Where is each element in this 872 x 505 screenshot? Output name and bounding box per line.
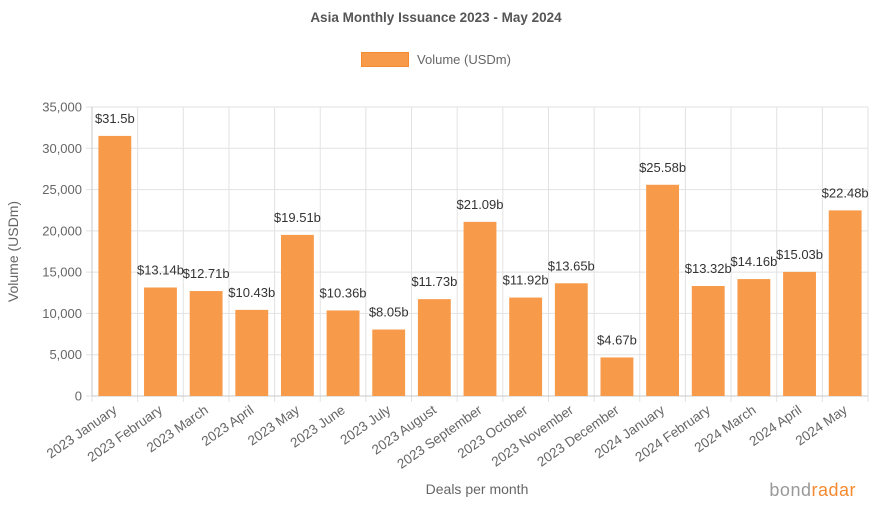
- bar[interactable]: [783, 271, 816, 396]
- bar[interactable]: [280, 234, 314, 396]
- bar-value-label: $12.71b: [183, 266, 230, 281]
- bar[interactable]: [98, 135, 132, 396]
- bar-value-label: $11.92b: [503, 273, 549, 288]
- bar-value-label: $13.32b: [685, 261, 732, 276]
- logo-text-radar: radar: [811, 480, 856, 500]
- logo-text-bond: bond: [769, 480, 812, 500]
- y-tick-label: 15,000: [42, 265, 82, 280]
- y-tick-label: 35,000: [42, 100, 82, 115]
- y-tick-label: 30,000: [42, 141, 82, 156]
- y-tick-label: 20,000: [42, 223, 82, 238]
- bar-value-label: $8.05b: [369, 305, 409, 320]
- bar[interactable]: [463, 221, 497, 396]
- bar-value-label: $11.73b: [411, 274, 457, 289]
- legend-label: Volume (USDm): [417, 52, 511, 67]
- bar[interactable]: [737, 279, 771, 396]
- bar[interactable]: [326, 310, 360, 396]
- bar[interactable]: [189, 291, 223, 396]
- y-tick-label: 5,000: [49, 347, 82, 362]
- bar[interactable]: [235, 309, 269, 396]
- bar-value-label: $10.43b: [228, 285, 275, 300]
- y-tick-label: 10,000: [42, 306, 82, 321]
- x-axis-title: Deals per month: [426, 481, 529, 497]
- bar-value-label: $15.03b: [776, 247, 823, 262]
- y-axis-title: Volume (USDm): [5, 201, 21, 302]
- bar-value-label: $22.48b: [822, 185, 869, 200]
- legend[interactable]: Volume (USDm): [0, 52, 872, 67]
- bar-value-label: $13.14b: [137, 263, 184, 278]
- bar[interactable]: [417, 299, 451, 396]
- x-tick-label: 2023 December: [534, 402, 622, 470]
- y-tick-label: 0: [75, 389, 82, 404]
- bar-value-label: $19.51b: [274, 210, 321, 225]
- bar[interactable]: [372, 329, 406, 396]
- bondradar-logo: bondradar: [769, 480, 856, 501]
- bar[interactable]: [646, 184, 680, 396]
- bar[interactable]: [600, 357, 634, 396]
- bar-value-label: $14.16b: [730, 254, 777, 269]
- bar-value-label: $10.36b: [320, 285, 367, 300]
- x-tick-label: 2024 May: [793, 402, 850, 448]
- bar-value-label: $25.58b: [639, 160, 686, 175]
- x-tick-label: 2023 November: [489, 402, 577, 470]
- bar[interactable]: [144, 287, 177, 396]
- legend-swatch: [361, 52, 410, 67]
- chart-title: Asia Monthly Issuance 2023 - May 2024: [310, 10, 562, 25]
- bar[interactable]: [828, 210, 862, 396]
- bar[interactable]: [691, 286, 725, 396]
- bar[interactable]: [554, 283, 588, 396]
- bar-value-label: $31.5b: [95, 111, 135, 126]
- bar-value-label: $13.65b: [548, 258, 595, 273]
- y-tick-label: 25,000: [42, 182, 82, 197]
- bar[interactable]: [509, 297, 543, 396]
- bar-value-label: $21.09b: [457, 197, 504, 212]
- bar-value-label: $4.67b: [597, 332, 637, 347]
